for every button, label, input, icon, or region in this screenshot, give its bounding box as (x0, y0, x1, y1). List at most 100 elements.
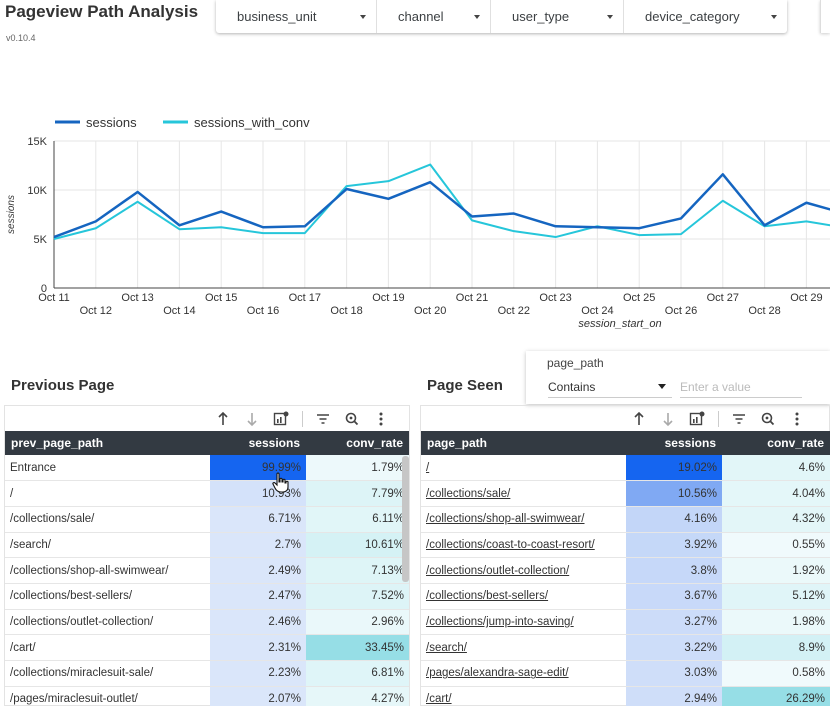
page-path-filter: page_path Contains (526, 351, 830, 404)
cell-conv-rate: 7.13% (306, 557, 409, 584)
x-tick-label: Oct 28 (748, 305, 780, 317)
table-row[interactable]: /collections/sale/6.71% 6.11% (5, 506, 409, 533)
table-row[interactable]: /collections/shop-all-swimwear/4.16% 4.32… (421, 506, 830, 533)
legend-label: sessions (86, 115, 137, 130)
cell-sessions: 99.99% (210, 455, 306, 482)
table-row[interactable]: /collections/jump-into-saving/3.27% 1.98% (421, 609, 830, 636)
cell-path[interactable]: / (421, 455, 626, 482)
filter-business-unit[interactable]: business_unit (216, 0, 377, 33)
table-row[interactable]: /search/2.7% 10.61% (5, 532, 409, 559)
caret-down-icon (771, 14, 777, 19)
column-header-sessions[interactable]: sessions (210, 431, 306, 455)
cell-path: /pages/miraclesuit-outlet/ (5, 686, 210, 706)
table-row[interactable]: /collections/outlet-collection/3.8% 1.92% (421, 557, 830, 584)
cell-conv-rate: 10.61% (306, 532, 409, 559)
cell-conv-rate: 6.11% (306, 506, 409, 533)
cell-path: /collections/outlet-collection/ (5, 609, 210, 636)
filter-label: business_unit (237, 9, 317, 24)
cell-path: /search/ (5, 532, 210, 559)
column-header-prev-page-path[interactable]: prev_page_path (5, 431, 210, 455)
cell-conv-rate: 8.9% (722, 634, 830, 661)
cell-path[interactable]: /collections/jump-into-saving/ (421, 609, 626, 636)
cell-conv-rate: 4.27% (306, 686, 409, 706)
table-row[interactable]: /10.93% 7.79% (5, 480, 409, 507)
cell-path[interactable]: /collections/shop-all-swimwear/ (421, 506, 626, 533)
cell-sessions: 19.02% (626, 455, 722, 482)
cell-sessions: 10.56% (626, 480, 722, 507)
cell-conv-rate: 4.32% (722, 506, 830, 533)
table-row[interactable]: /pages/alexandra-sage-edit/3.03% 0.58% (421, 660, 830, 687)
cell-path[interactable]: /search/ (421, 634, 626, 661)
sessions-line-chart: sessions sessions_with_conv 0 5K 10K 15K Oct … (6, 115, 830, 330)
table-row[interactable]: /collections/outlet-collection/2.46% 2.96… (5, 609, 409, 636)
sort-descending-icon[interactable] (659, 410, 677, 428)
chart-settings-icon[interactable] (688, 410, 706, 428)
cell-path[interactable]: /collections/outlet-collection/ (421, 557, 626, 584)
filter-user-type[interactable]: user_type (491, 0, 624, 33)
cell-path[interactable]: /cart/ (421, 686, 626, 706)
zoom-icon[interactable] (759, 410, 777, 428)
table-row[interactable]: /collections/best-sellers/3.67% 5.12% (421, 583, 830, 610)
zoom-icon[interactable] (343, 410, 361, 428)
cell-path[interactable]: /collections/coast-to-coast-resort/ (421, 532, 626, 559)
table-row[interactable]: /collections/shop-all-swimwear/2.49% 7.13… (5, 557, 409, 584)
cell-sessions: 2.31% (210, 634, 306, 661)
column-header-page-path[interactable]: page_path (421, 431, 626, 455)
cell-conv-rate: 6.81% (306, 660, 409, 687)
chart-settings-icon[interactable] (272, 410, 290, 428)
cell-conv-rate: 1.98% (722, 609, 830, 636)
sort-ascending-icon[interactable] (630, 410, 648, 428)
cell-path[interactable]: /collections/best-sellers/ (421, 583, 626, 610)
table-row[interactable]: /collections/miraclesuit-sale/2.23% 6.81% (5, 660, 409, 687)
legend-label: sessions_with_conv (194, 115, 310, 130)
page-path-operator-select[interactable]: Contains (548, 376, 672, 398)
cell-path: /collections/shop-all-swimwear/ (5, 557, 210, 584)
table-row[interactable]: /search/3.22% 8.9% (421, 634, 830, 661)
sort-descending-icon[interactable] (243, 410, 261, 428)
x-tick-label: Oct 21 (456, 292, 488, 304)
filter-device-category[interactable]: device_category (624, 0, 787, 33)
more-options-icon[interactable] (372, 410, 390, 428)
table-row[interactable]: /collections/sale/10.56% 4.04% (421, 480, 830, 507)
x-tick-label: Oct 13 (121, 292, 153, 304)
column-header-sessions[interactable]: sessions (626, 431, 722, 455)
column-header-conv-rate[interactable]: conv_rate (306, 431, 409, 455)
cell-path[interactable]: /pages/alexandra-sage-edit/ (421, 660, 626, 687)
cell-conv-rate: 33.45% (306, 634, 409, 661)
filter-label: user_type (512, 9, 570, 24)
filter-channel[interactable]: channel (377, 0, 491, 33)
page-path-value-input[interactable] (680, 376, 802, 398)
table-row[interactable]: /cart/2.94% 26.29% (421, 686, 830, 706)
table-row[interactable]: Entrance 99.99% 1.79% (5, 455, 409, 482)
table-row[interactable]: /19.02% 4.6% (421, 455, 830, 482)
filter-label: device_category (645, 9, 740, 24)
y-tick-label: 10K (27, 185, 47, 197)
cell-path: /collections/miraclesuit-sale/ (5, 660, 210, 687)
cell-sessions: 2.07% (210, 686, 306, 706)
column-header-conv-rate[interactable]: conv_rate (722, 431, 830, 455)
chart-legend: sessions sessions_with_conv (55, 115, 310, 130)
cell-sessions: 3.92% (626, 532, 722, 559)
x-tick-label: Oct 20 (414, 305, 446, 317)
cell-conv-rate: 1.79% (306, 455, 409, 482)
y-tick-label: 15K (27, 136, 47, 148)
filter-icon[interactable] (730, 410, 748, 428)
x-tick-label: Oct 24 (581, 305, 613, 317)
cell-path[interactable]: /collections/sale/ (421, 480, 626, 507)
table-row[interactable]: /pages/miraclesuit-outlet/2.07% 4.27% (5, 686, 409, 706)
previous-page-title: Previous Page (11, 377, 115, 394)
cell-path: /collections/best-sellers/ (5, 583, 210, 610)
table-row[interactable]: /collections/coast-to-coast-resort/3.92%… (421, 532, 830, 559)
more-options-icon[interactable] (788, 410, 806, 428)
cell-conv-rate: 2.96% (306, 609, 409, 636)
page-seen-toolbar (619, 406, 806, 432)
x-tick-label: Oct 25 (623, 292, 655, 304)
filter-icon[interactable] (314, 410, 332, 428)
x-tick-label: Oct 15 (205, 292, 237, 304)
table-row[interactable]: /collections/best-sellers/2.47% 7.52% (5, 583, 409, 610)
previous-page-scrollbar[interactable] (402, 456, 409, 582)
table-row[interactable]: /cart/2.31% 33.45% (5, 634, 409, 661)
page-title: Pageview Path Analysis (5, 2, 199, 21)
sort-ascending-icon[interactable] (214, 410, 232, 428)
cell-path: Entrance (5, 455, 210, 482)
